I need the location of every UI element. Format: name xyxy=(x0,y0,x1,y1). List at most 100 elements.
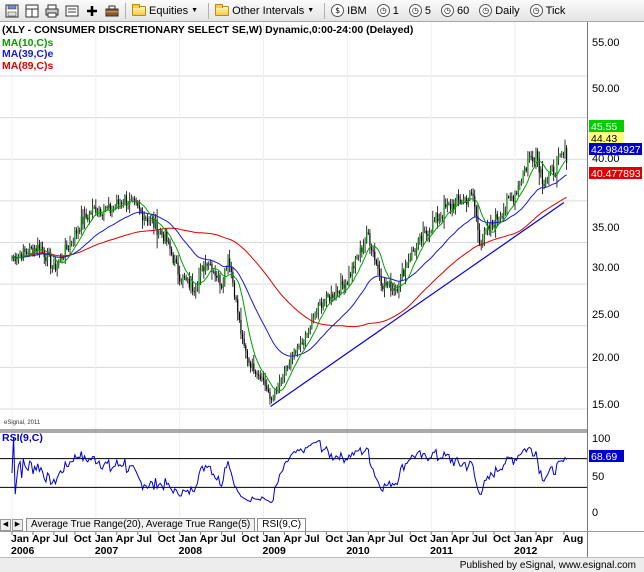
properties-icon[interactable] xyxy=(64,3,80,19)
price-bar xyxy=(396,289,398,291)
price-bar xyxy=(345,282,347,289)
price-bar xyxy=(37,244,39,252)
interval-1-button[interactable]: ◷ 1 xyxy=(374,2,402,20)
price-bar xyxy=(383,282,386,290)
equities-dropdown[interactable]: Equities ▼ xyxy=(129,2,201,20)
year-label: 2012 xyxy=(514,545,538,557)
price-bar xyxy=(130,198,132,200)
price-bar xyxy=(359,247,361,257)
price-bar xyxy=(561,153,563,155)
price-bar xyxy=(146,218,149,222)
price-axis: 55.00 50.00 40.00 35.00 30.00 25.00 20.0… xyxy=(592,37,620,411)
tab-scroll-right-icon[interactable]: ▶ xyxy=(12,519,23,531)
price-bar xyxy=(327,294,329,297)
month-label: Apr xyxy=(283,533,301,545)
rsi-label[interactable]: RSI(9,C) xyxy=(2,432,43,444)
add-icon[interactable] xyxy=(84,3,100,19)
price-bar xyxy=(320,302,323,308)
layout-icon[interactable] xyxy=(24,3,40,19)
interval-5-button[interactable]: ◷ 5 xyxy=(406,2,434,20)
rsi-flag-bg xyxy=(589,450,624,462)
price-tick: 40.00 xyxy=(592,153,620,165)
price-bar xyxy=(445,204,447,208)
legend-ma39[interactable]: MA(39,C)e xyxy=(2,48,54,60)
other-intervals-dropdown[interactable]: Other Intervals ▼ xyxy=(212,2,317,20)
price-bar xyxy=(449,203,452,210)
interval-60-button[interactable]: ◷ 60 xyxy=(438,2,472,20)
price-bar xyxy=(382,285,384,290)
price-bar xyxy=(393,288,395,291)
save-chart-icon[interactable] xyxy=(4,3,20,19)
price-bar xyxy=(512,196,515,202)
chevron-down-icon: ▼ xyxy=(307,7,315,14)
price-bar xyxy=(553,166,555,176)
price-bar xyxy=(493,224,495,228)
price-bar xyxy=(196,285,199,289)
trendline[interactable] xyxy=(270,202,565,407)
tab-scroll-left-icon[interactable]: ◀ xyxy=(0,519,11,531)
rsi-line xyxy=(11,436,567,503)
price-bar xyxy=(16,258,18,262)
price-bar xyxy=(462,198,465,203)
price-bar xyxy=(269,391,271,399)
legend-ma10[interactable]: MA(10,C)s xyxy=(2,37,54,49)
price-bar xyxy=(390,281,392,292)
price-bar xyxy=(288,363,290,368)
price-bar xyxy=(366,232,368,243)
price-bar xyxy=(67,249,70,250)
symbol-ibm-button[interactable]: $ IBM xyxy=(328,2,370,20)
month-label: Apr xyxy=(451,533,469,545)
toolbox-icon[interactable] xyxy=(104,3,120,19)
month-label: Jul xyxy=(137,533,152,545)
month-label: Jul xyxy=(221,533,236,545)
price-bar xyxy=(385,282,387,286)
price-bar xyxy=(490,221,492,230)
print-icon[interactable] xyxy=(44,3,60,19)
price-chart[interactable]: (XLY - CONSUMER DISCRETIONARY SELECT SE,… xyxy=(0,22,644,572)
price-bar xyxy=(298,346,300,347)
price-bar xyxy=(183,276,186,278)
interval-tick-button[interactable]: ◷ Tick xyxy=(527,2,569,20)
price-bar xyxy=(153,219,155,228)
price-bar xyxy=(507,196,510,198)
price-flag-ma39: 42.984927 xyxy=(589,143,642,156)
tab-rsi[interactable]: RSI(9,C) xyxy=(257,518,307,531)
price-bar xyxy=(191,282,194,292)
tab-average-true-range[interactable]: Average True Range(20), Average True Ran… xyxy=(26,518,256,531)
price-bar xyxy=(511,196,513,198)
price-bar xyxy=(488,225,490,230)
legend-ma89[interactable]: MA(89,C)s xyxy=(2,60,54,72)
price-bar xyxy=(158,231,160,235)
price-bar xyxy=(314,315,316,317)
price-bar xyxy=(220,285,223,288)
price-bar xyxy=(72,241,74,243)
price-bar xyxy=(277,387,279,390)
price-bar xyxy=(533,161,535,163)
price-bar xyxy=(254,371,257,374)
price-bar xyxy=(229,258,231,267)
price-bar xyxy=(440,216,442,219)
price-flag-text: 44.43 xyxy=(591,133,617,145)
price-bar xyxy=(424,230,426,232)
chart-area[interactable]: (XLY - CONSUMER DISCRETIONARY SELECT SE,… xyxy=(0,22,644,572)
price-bar xyxy=(230,266,232,273)
price-bar xyxy=(114,206,116,208)
price-bar xyxy=(536,151,539,159)
price-bar xyxy=(208,263,210,266)
price-flag-text: 45.55 xyxy=(591,121,617,133)
price-bar xyxy=(96,211,99,213)
price-bar xyxy=(557,154,560,160)
interval-daily-label: Daily xyxy=(495,4,520,17)
published-by-label: Published by eSignal, www.esignal.com xyxy=(459,559,636,571)
price-bar xyxy=(369,233,371,246)
price-tick: 25.00 xyxy=(592,309,620,321)
price-bar xyxy=(467,199,469,205)
price-bar xyxy=(88,212,90,220)
price-bar xyxy=(177,262,179,275)
equities-label: Equities xyxy=(149,4,189,17)
price-bar xyxy=(520,181,523,185)
price-bar xyxy=(175,259,178,263)
price-bar xyxy=(525,168,527,171)
interval-daily-button[interactable]: ◷ Daily xyxy=(476,2,522,20)
price-bar xyxy=(27,253,29,255)
